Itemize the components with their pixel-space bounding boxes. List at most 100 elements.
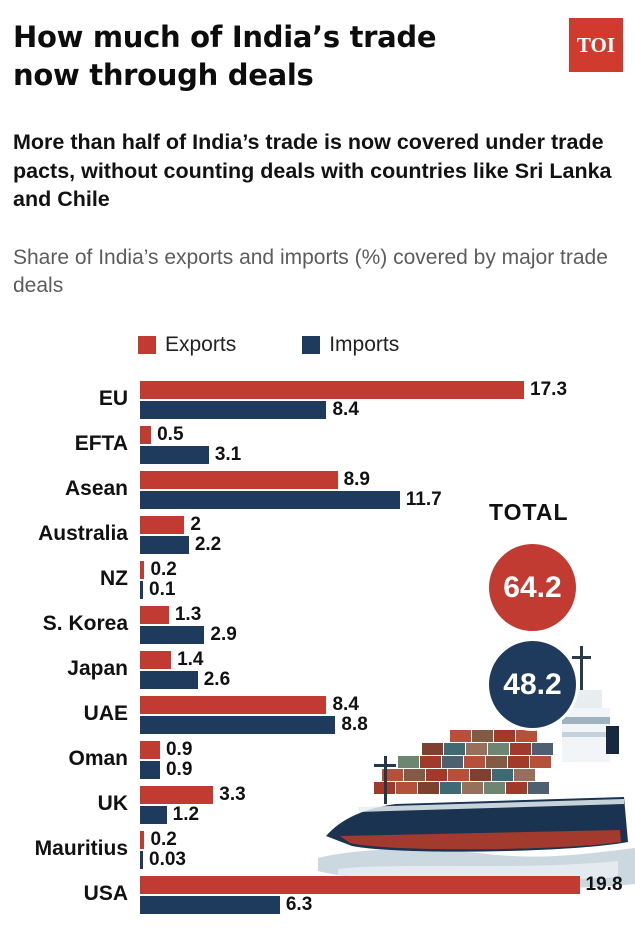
total-label: TOTAL (489, 499, 569, 525)
category-label: EU (98, 387, 128, 410)
imports-value-label: 8.8 (341, 714, 368, 735)
imports-total-badge: 48.2 (486, 638, 579, 731)
exports-bar (140, 786, 214, 804)
exports-bar-line: 3.3 (140, 784, 246, 805)
exports-value-label: 8.4 (332, 694, 359, 715)
chart-description: Share of India’s exports and imports (%)… (13, 246, 608, 297)
imports-bar (140, 716, 336, 734)
exports-bar (140, 831, 145, 849)
exports-bar-line: 8.4 (140, 694, 359, 715)
bar-group: 1.4 2.6 (140, 648, 635, 693)
imports-swatch (302, 336, 321, 354)
category-label: EFTA (74, 432, 128, 455)
chart-row: S. Korea 1.3 2.9 (0, 603, 635, 648)
chart-row: UAE 8.4 8.8 (0, 693, 635, 738)
category-label: Asean (64, 477, 128, 500)
category-label: S. Korea (42, 612, 128, 635)
imports-value-label: 2.6 (203, 669, 231, 690)
exports-value-label: 8.9 (343, 469, 370, 490)
bar-group: 0.9 0.9 (140, 738, 635, 783)
imports-bar-line: 0.1 (140, 579, 176, 600)
bar-group: 0.5 3.1 (140, 423, 635, 468)
imports-value-label: 2.9 (210, 624, 237, 645)
imports-value-label: 0.9 (165, 759, 193, 780)
exports-bar (140, 471, 338, 489)
category-label: Japan (67, 657, 128, 680)
exports-bar (140, 561, 145, 579)
bar-group: 8.4 8.8 (140, 693, 635, 738)
bar-group: 0.2 0.1 (140, 558, 635, 603)
imports-bar-line: 8.8 (140, 714, 368, 735)
chart-row: UK 3.3 1.2 (0, 783, 635, 828)
exports-total-badge: 64.2 (486, 541, 579, 634)
exports-bar-line: 2 (140, 514, 201, 535)
imports-value-label: 2.2 (194, 534, 222, 555)
exports-bar (140, 741, 160, 759)
imports-value-label: 6.3 (285, 894, 313, 915)
imports-value-label: 3.1 (214, 444, 242, 465)
imports-value-label: 8.4 (332, 399, 359, 420)
exports-bar-line: 1.3 (140, 604, 202, 625)
category-label: NZ (100, 567, 128, 590)
exports-value-label: 0.2 (150, 829, 177, 850)
imports-bar (140, 806, 167, 824)
imports-bar-line: 0.03 (140, 849, 186, 870)
exports-bar-line: 17.3 (140, 379, 567, 400)
bar-chart: EU 17.3 8.4 EFTA 0.5 3.1 Asean 8.9 11.7 Australia… (0, 378, 635, 918)
exports-bar (140, 606, 169, 624)
imports-bar (140, 896, 280, 914)
chart-row: EU 17.3 8.4 (0, 378, 635, 423)
imports-bar (140, 401, 327, 419)
imports-bar (140, 851, 143, 869)
imports-bar-line: 11.7 (140, 489, 442, 510)
bar-group: 17.3 8.4 (140, 378, 635, 423)
imports-bar-line: 8.4 (140, 399, 359, 420)
imports-bar-line: 2.6 (140, 669, 231, 690)
exports-value-label: 0.9 (165, 739, 193, 760)
chart-row: Asean 8.9 11.7 (0, 468, 635, 513)
imports-bar-line: 2.2 (140, 534, 222, 555)
exports-bar-line: 0.5 (140, 424, 184, 445)
legend-item-exports: Exports (138, 333, 236, 357)
exports-value-label: 0.5 (157, 424, 184, 445)
exports-value-label: 1.4 (177, 649, 204, 670)
page-title-line2: now through deals (13, 58, 314, 93)
imports-bar (140, 761, 160, 779)
exports-value-label: 1.3 (174, 604, 202, 625)
exports-bar (140, 876, 580, 894)
imports-bar (140, 626, 205, 644)
imports-value-label: 1.2 (172, 804, 200, 825)
subtitle: More than half of India’s trade is now c… (13, 130, 612, 212)
exports-bar (140, 426, 152, 444)
bar-group: 3.3 1.2 (140, 783, 635, 828)
category-label: Mauritius (34, 837, 128, 860)
category-label: USA (83, 882, 128, 905)
chart-row: Mauritius 0.2 0.03 (0, 828, 635, 873)
exports-swatch (138, 336, 156, 354)
exports-bar (140, 381, 525, 399)
chart-row: NZ 0.2 0.1 (0, 558, 635, 603)
exports-bar (140, 696, 327, 714)
bar-group: 2 2.2 (140, 513, 635, 558)
bar-group: 8.9 11.7 (140, 468, 635, 513)
exports-bar-line: 19.8 (140, 874, 623, 895)
imports-bar (140, 536, 189, 554)
imports-value-label: 0.1 (149, 579, 176, 600)
imports-legend-label: Imports (329, 333, 400, 356)
imports-bar (140, 491, 400, 509)
exports-value-label: 3.3 (219, 784, 246, 805)
imports-value-label: 11.7 (405, 489, 442, 510)
category-label: UK (97, 792, 128, 815)
chart-row: USA 19.8 6.3 (0, 873, 635, 918)
exports-bar (140, 516, 185, 534)
exports-bar-line: 0.9 (140, 739, 193, 760)
exports-value-label: 19.8 (585, 874, 623, 895)
exports-value-label: 2 (190, 514, 201, 535)
page-title: How much of India’s trade now through de… (13, 18, 573, 95)
bar-group: 19.8 6.3 (140, 873, 635, 918)
exports-bar-line: 1.4 (140, 649, 204, 670)
exports-bar (140, 651, 172, 669)
imports-bar (140, 671, 198, 689)
imports-bar (140, 581, 143, 599)
